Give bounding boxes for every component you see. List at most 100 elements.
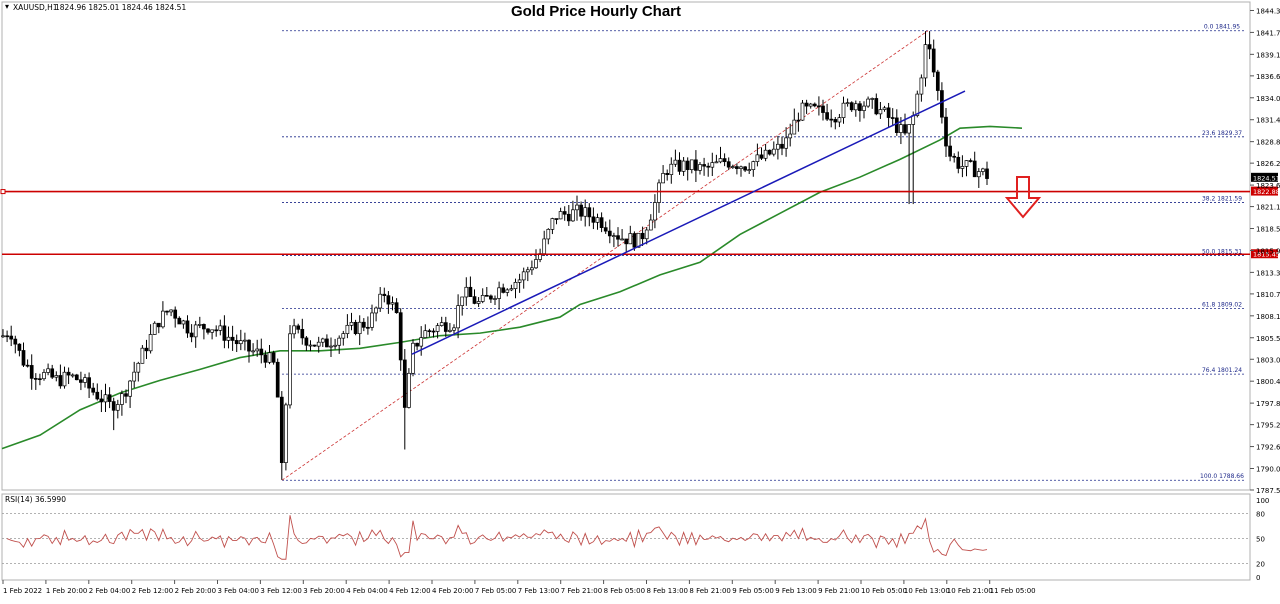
- candle-body: [128, 380, 132, 397]
- trend-line-group: [411, 90, 966, 355]
- candle-body: [214, 329, 219, 332]
- candle-body: [386, 295, 391, 305]
- candle-body: [263, 354, 268, 363]
- candle-body: [628, 233, 633, 245]
- current-price-tag: [1251, 172, 1278, 182]
- candle-body: [74, 374, 79, 381]
- candle-body: [329, 345, 333, 348]
- candle-body: [144, 347, 149, 352]
- fib-level-label: 61.8 1809.02: [1202, 301, 1242, 308]
- price-tick-label: 1821.10: [1256, 204, 1280, 212]
- candle-body: [206, 328, 210, 333]
- candle-body: [480, 294, 485, 302]
- candle-body: [759, 154, 764, 159]
- candle-body: [136, 362, 141, 373]
- level-anchor-marker: [0, 189, 6, 195]
- candle-body: [767, 149, 772, 155]
- current-price-label: 1824.51: [1253, 174, 1280, 182]
- candle-body: [890, 117, 895, 119]
- candle-body: [402, 359, 407, 408]
- candle-body: [316, 341, 321, 347]
- fib-level-label: 100.0 1788.66: [1200, 473, 1244, 480]
- rsi-axis-label: 0: [1256, 574, 1260, 582]
- candle-body: [919, 77, 924, 95]
- candle-body: [333, 344, 337, 347]
- candle-body: [562, 211, 567, 215]
- candle-body: [120, 393, 124, 405]
- candle-body: [398, 312, 403, 361]
- candle-body: [247, 339, 251, 352]
- candle-body: [411, 342, 415, 374]
- candle-body: [312, 344, 317, 347]
- candle-body: [636, 232, 641, 248]
- candle-body: [689, 159, 694, 170]
- candle-body: [931, 48, 936, 73]
- candle-body: [964, 160, 969, 167]
- candle-body: [960, 166, 965, 169]
- candle-body: [956, 156, 961, 169]
- candle-body: [21, 350, 26, 366]
- candle-body: [181, 320, 186, 325]
- candle-body: [899, 124, 903, 133]
- level-price-tag: [1251, 186, 1278, 196]
- candle-body: [550, 218, 555, 230]
- candle-body: [579, 204, 583, 217]
- candle-body: [374, 307, 378, 314]
- candle-body: [66, 371, 71, 376]
- candle-body: [259, 348, 264, 356]
- candle-body: [513, 282, 518, 289]
- candle-body: [345, 324, 350, 334]
- price-tick-label: 1795.25: [1256, 422, 1280, 430]
- candle-body: [825, 112, 829, 120]
- candle-body: [665, 173, 670, 175]
- candle-body: [185, 320, 190, 334]
- candle-body: [50, 368, 55, 378]
- candle-body: [493, 298, 497, 300]
- candle-body: [325, 338, 329, 348]
- time-tick-label: 9 Feb 13:00: [775, 587, 816, 595]
- candle-body: [616, 235, 620, 240]
- candle-body: [866, 98, 870, 107]
- candle-body: [554, 218, 559, 220]
- candle-body: [755, 154, 760, 162]
- time-tick-label: 9 Feb 05:00: [732, 587, 773, 595]
- candle-body: [70, 374, 75, 377]
- candle-body: [698, 164, 702, 171]
- time-tick-label: 10 Feb 05:00: [861, 587, 907, 595]
- candle-body: [484, 294, 489, 297]
- candle-body: [587, 207, 592, 218]
- candle-body: [407, 372, 411, 408]
- candle-body: [161, 310, 165, 328]
- candle-body: [972, 160, 977, 178]
- candle-body: [156, 322, 161, 328]
- candle-body: [673, 159, 678, 165]
- time-tick-label: 8 Feb 13:00: [647, 587, 688, 595]
- candle-body: [837, 117, 842, 123]
- candle-body: [657, 182, 661, 203]
- time-tick-label: 10 Feb 21:00: [947, 587, 993, 595]
- candle-body: [489, 295, 493, 300]
- candle-body: [17, 343, 22, 351]
- candle-body: [595, 217, 600, 223]
- price-tick-label: 1844.35: [1256, 7, 1280, 15]
- time-tick-label: 7 Feb 05:00: [475, 587, 516, 595]
- price-levels-group: 1822.88 1815.45: [0, 186, 1280, 259]
- price-tick-label: 1810.75: [1256, 291, 1280, 299]
- candle-body: [669, 163, 674, 175]
- level-price-label: 1815.45: [1253, 251, 1280, 259]
- fib-level-label: 76.4 1801.24: [1202, 367, 1242, 374]
- level-price-label: 1822.88: [1253, 188, 1280, 196]
- price-tick-label: 1792.65: [1256, 444, 1280, 452]
- time-tick-label: 3 Feb 12:00: [260, 587, 301, 595]
- price-tick-label: 1815.90: [1256, 247, 1280, 255]
- candle-body: [38, 378, 42, 381]
- price-tick-label: 1839.15: [1256, 51, 1280, 59]
- candle-body: [497, 287, 501, 299]
- candle-body: [87, 377, 91, 389]
- candle-body: [202, 324, 206, 330]
- candle-body: [275, 361, 280, 398]
- candle-body: [13, 338, 18, 345]
- candle-body: [776, 143, 780, 150]
- rsi-plot-frame: [1, 493, 1251, 581]
- candle-body: [58, 375, 63, 387]
